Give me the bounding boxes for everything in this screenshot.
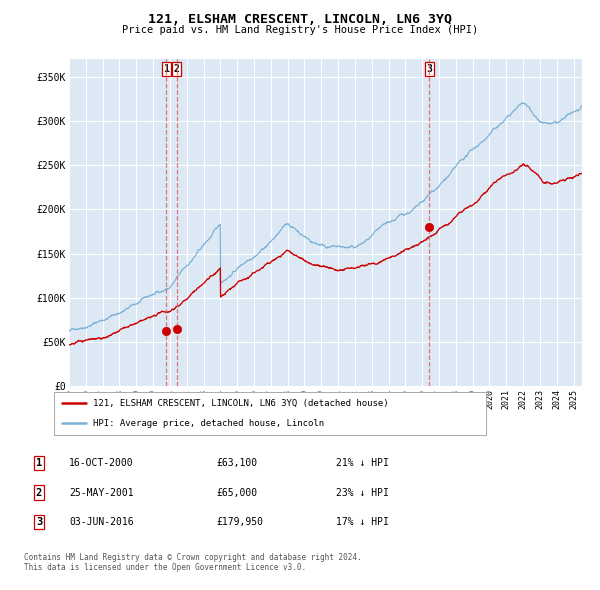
Text: £65,000: £65,000 (216, 488, 257, 497)
Text: 03-JUN-2016: 03-JUN-2016 (69, 517, 134, 527)
Text: 2: 2 (36, 488, 42, 497)
Text: 21% ↓ HPI: 21% ↓ HPI (336, 458, 389, 468)
Text: 3: 3 (36, 517, 42, 527)
Text: 16-OCT-2000: 16-OCT-2000 (69, 458, 134, 468)
Text: 121, ELSHAM CRESCENT, LINCOLN, LN6 3YQ: 121, ELSHAM CRESCENT, LINCOLN, LN6 3YQ (148, 13, 452, 26)
Text: 2: 2 (174, 64, 179, 74)
Text: 121, ELSHAM CRESCENT, LINCOLN, LN6 3YQ (detached house): 121, ELSHAM CRESCENT, LINCOLN, LN6 3YQ (… (93, 399, 389, 408)
Text: 17% ↓ HPI: 17% ↓ HPI (336, 517, 389, 527)
Text: 25-MAY-2001: 25-MAY-2001 (69, 488, 134, 497)
Text: 1: 1 (163, 64, 169, 74)
Text: HPI: Average price, detached house, Lincoln: HPI: Average price, detached house, Linc… (93, 419, 324, 428)
Text: 1: 1 (36, 458, 42, 468)
Text: 3: 3 (427, 64, 432, 74)
Text: £179,950: £179,950 (216, 517, 263, 527)
Text: Contains HM Land Registry data © Crown copyright and database right 2024.
This d: Contains HM Land Registry data © Crown c… (24, 553, 362, 572)
Text: Price paid vs. HM Land Registry's House Price Index (HPI): Price paid vs. HM Land Registry's House … (122, 25, 478, 35)
Text: 23% ↓ HPI: 23% ↓ HPI (336, 488, 389, 497)
Text: £63,100: £63,100 (216, 458, 257, 468)
